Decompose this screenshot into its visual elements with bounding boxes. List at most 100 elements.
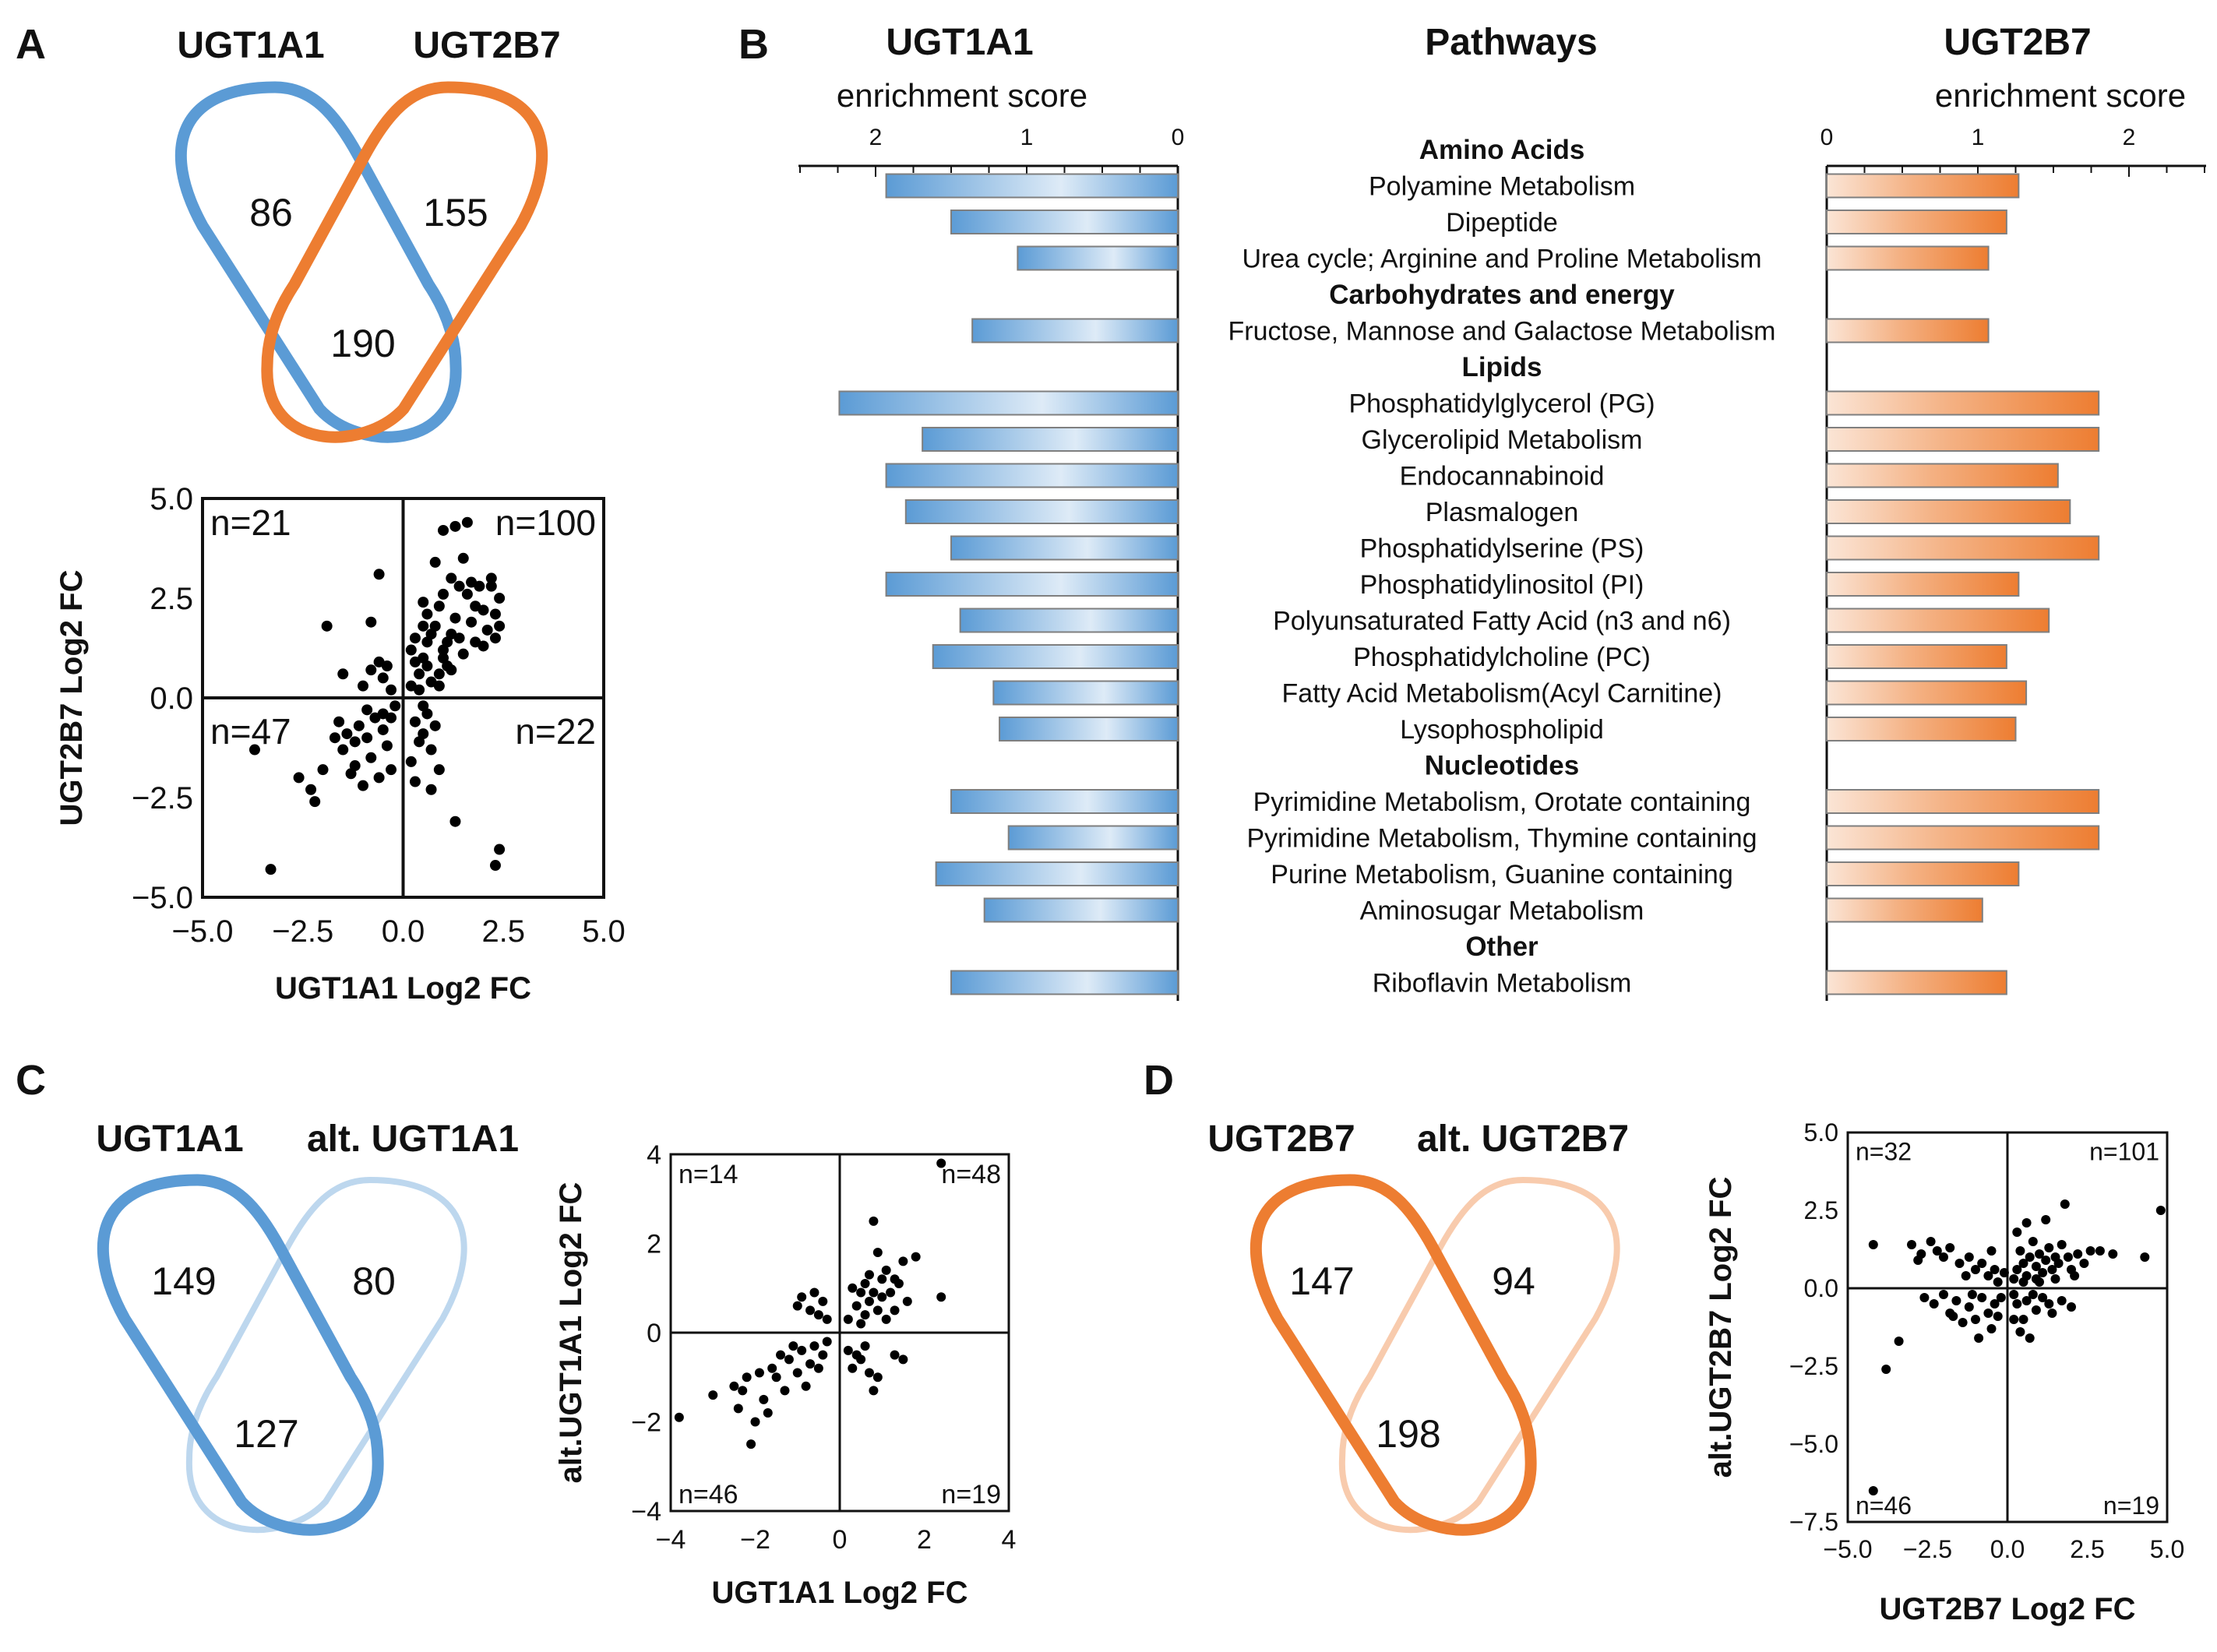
panel-d-scatter-x-tick: −2.5 — [1903, 1535, 1952, 1563]
panel-a-scatter-point — [485, 572, 497, 584]
panel-c-scatter-point — [771, 1372, 781, 1383]
panel-d-scatter-point — [1990, 1299, 2000, 1309]
panel-d-scatter-point — [1971, 1265, 1980, 1274]
panel-a-scatter-point — [409, 716, 421, 727]
panel-a-scatter-point — [418, 700, 429, 712]
panel-d-scatter-point — [1964, 1252, 1974, 1262]
panel-c-scatter-point — [843, 1314, 853, 1324]
panel-d-scatter-y-tick: −7.5 — [1789, 1508, 1838, 1536]
panel-a-scatter-point — [414, 684, 425, 696]
panel-b-left-axis-title: enrichment score — [837, 77, 1087, 114]
panel-d-venn-right-name: alt. UGT2B7 — [1417, 1118, 1629, 1160]
panel-a-scatter-point — [457, 552, 469, 564]
panel-c-scatter-y-tick: 4 — [647, 1140, 661, 1170]
panel-a-scatter-point — [265, 864, 277, 875]
panel-c-scatter-point — [746, 1439, 756, 1449]
panel-b-pathway-label: Plasmalogen — [1426, 498, 1579, 527]
panel-c-scatter-point — [813, 1310, 823, 1320]
panel-d-scatter-point — [2038, 1293, 2048, 1302]
panel-a-scatter-point — [361, 732, 373, 744]
panel-c-scatter-point — [881, 1265, 891, 1275]
panel-a-scatter-x-tick: 5.0 — [582, 914, 626, 949]
panel-b-bar-ugt1a1 — [992, 680, 1179, 706]
panel-c-scatter-point — [729, 1381, 739, 1391]
panel-b-left-title: UGT1A1 — [886, 22, 1033, 63]
panel-d-scatter-point — [2067, 1302, 2076, 1312]
panel-d-scatter-y-tick: −5.0 — [1789, 1430, 1838, 1458]
panel-a-scatter-point — [425, 744, 437, 756]
panel-a-scatter: −5.0 −2.5 0.0 2.5 5.0 5.0 2.5 0.0 −2.5 −5.0 n=21 n=… — [55, 482, 626, 1006]
panel-c-label: C — [16, 1057, 46, 1104]
panel-a-venn-left-only: 86 — [249, 191, 293, 234]
panel-b-bar-ugt1a1 — [950, 789, 1179, 814]
panel-d-scatter-point — [1977, 1259, 1987, 1268]
panel-c-scatter-point — [733, 1404, 743, 1414]
panel-b-pathway-label: Phosphatidylglycerol (PG) — [1348, 389, 1655, 419]
panel-d-scatter-point — [2057, 1240, 2067, 1249]
panel-b-bar-ugt1a1 — [904, 499, 1179, 524]
panel-b-bar-ugt2b7 — [1826, 717, 2017, 741]
panel-a-scatter-point — [466, 576, 478, 588]
panel-c-scatter-point — [877, 1274, 887, 1284]
panel-c-scatter-point — [818, 1296, 828, 1306]
panel-c-scatter-y-tick: −2 — [631, 1407, 661, 1437]
panel-d-scatter-point — [2140, 1252, 2150, 1262]
panel-c-scatter-point — [822, 1337, 832, 1347]
panel-a-scatter-point — [309, 796, 321, 808]
panel-d-venn-left-only: 147 — [1289, 1259, 1354, 1303]
panel-c-scatter-y-tick: −4 — [631, 1497, 661, 1527]
panel-d-scatter-x-tick: 5.0 — [2150, 1535, 2184, 1563]
panel-d-scatter-point — [2041, 1215, 2051, 1224]
panel-b-bar-ugt2b7 — [1826, 644, 2007, 669]
panel-a-venn-right-name: UGT2B7 — [413, 25, 560, 66]
panel-c-scatter-point — [801, 1381, 811, 1391]
panel-a-scatter-point — [349, 760, 361, 772]
panel-a-scatter-x-tick: −5.0 — [172, 914, 234, 949]
panel-a-venn — [174, 81, 548, 443]
panel-b-pathway-label: Phosphatidylcholine (PC) — [1353, 643, 1651, 672]
panel-b-category-header: Other — [1465, 932, 1539, 962]
panel-c-scatter-point — [792, 1368, 802, 1378]
panel-d-scatter-y-tick: −2.5 — [1789, 1352, 1838, 1380]
panel-b-bar-ugt1a1 — [1007, 825, 1179, 851]
panel-d-scatter-point — [1967, 1290, 1977, 1299]
panel-c-scatter-point — [869, 1386, 879, 1396]
panel-a-scatter-point — [481, 624, 493, 636]
panel-c-scatter-point — [872, 1247, 883, 1257]
panel-d-scatter-point — [2031, 1305, 2041, 1315]
panel-b-bar-ugt1a1 — [959, 608, 1179, 633]
panel-a-scatter-quadrant-tr: n=100 — [495, 502, 596, 543]
panel-b-pathway-label: Polyunsaturated Fatty Acid (n3 and n6) — [1273, 607, 1731, 636]
panel-b-right-tick-label: 2 — [2123, 125, 2136, 150]
panel-a-scatter-point — [341, 728, 353, 740]
panel-d-scatter-point — [2047, 1265, 2057, 1274]
panel-a-scatter-point — [409, 632, 421, 644]
panel-b-bar-ugt2b7 — [1826, 463, 2059, 488]
panel-d-scatter-point — [1993, 1277, 2003, 1287]
panel-a-scatter-point — [421, 608, 433, 620]
panel-d-scatter-point — [2009, 1315, 2019, 1324]
panel-c-scatter-point — [767, 1363, 777, 1373]
panel-c-scatter-point — [750, 1417, 760, 1427]
panel-a-scatter-point — [466, 616, 478, 628]
panel-d-scatter-point — [1894, 1337, 1904, 1346]
panel-d-scatter-point — [2018, 1277, 2028, 1287]
panel-c-scatter-point — [809, 1341, 819, 1351]
panel-a-scatter-point — [449, 612, 461, 624]
panel-b-bar-ugt2b7 — [1826, 535, 2100, 561]
panel-a-scatter-point — [429, 720, 441, 731]
panel-a-scatter-point — [349, 736, 361, 748]
panel-a-scatter-point — [377, 672, 389, 684]
panel-d-scatter-x-tick: 2.5 — [2070, 1535, 2104, 1563]
panel-a-scatter-point — [337, 668, 349, 680]
panel-d-scatter-point — [2018, 1315, 2028, 1324]
panel-b-bar-ugt2b7 — [1826, 897, 1983, 923]
panel-a-scatter-point — [293, 772, 305, 784]
panel-d-scatter-point — [2047, 1309, 2057, 1318]
panel-c-scatter-point — [936, 1292, 946, 1302]
panel-c-venn-left-shape — [97, 1174, 384, 1536]
panel-b-bar-ugt1a1 — [935, 861, 1179, 886]
panel-c-scatter-point — [822, 1314, 832, 1324]
panel-a-scatter-point — [449, 520, 461, 532]
panel-d-scatter-point — [2012, 1228, 2022, 1237]
